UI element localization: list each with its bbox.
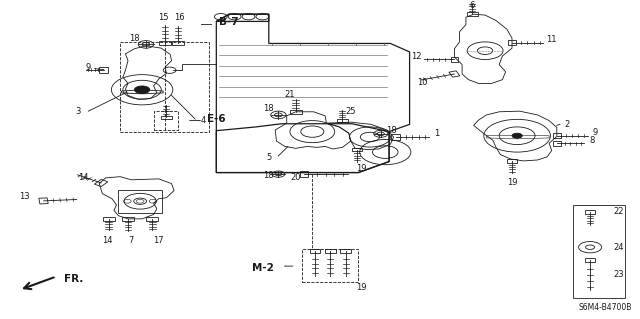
Text: 19: 19 [356,283,367,292]
Text: S6M4-B4700B: S6M4-B4700B [579,302,632,312]
Text: 5: 5 [266,153,271,162]
Text: 9: 9 [86,63,91,71]
Text: 23: 23 [613,271,624,279]
Text: 11: 11 [547,35,557,44]
Text: 21: 21 [284,90,294,99]
Text: 19: 19 [356,164,367,173]
Text: 18: 18 [387,126,397,135]
Text: 25: 25 [346,107,356,116]
Text: 10: 10 [417,78,428,87]
Text: 1: 1 [434,129,439,138]
Bar [118,190,162,212]
Text: 12: 12 [411,52,421,61]
Text: 14: 14 [102,236,113,245]
Text: 18: 18 [264,104,274,113]
Text: E-6: E-6 [207,114,226,124]
Text: M-2: M-2 [252,263,274,273]
Bar [573,205,625,298]
Text: 7: 7 [129,236,134,245]
Text: 18: 18 [264,171,274,180]
Bar [120,42,209,132]
Text: 9: 9 [593,128,598,137]
Text: 2: 2 [564,120,570,129]
Text: 4: 4 [201,116,206,125]
Text: 20: 20 [291,174,301,182]
Text: 24: 24 [613,243,623,252]
Text: FR.: FR. [64,274,83,284]
Text: 19: 19 [507,177,517,187]
Bar [154,111,178,130]
Text: 3: 3 [76,107,81,116]
Text: B-7: B-7 [220,17,239,27]
Text: 16: 16 [174,13,184,22]
Text: 22: 22 [613,207,623,216]
Text: 18: 18 [129,34,140,43]
Text: 6: 6 [470,1,475,11]
Text: 14: 14 [78,174,88,182]
Text: 17: 17 [154,236,164,245]
Text: 15: 15 [158,13,168,22]
Text: 13: 13 [19,192,29,201]
Circle shape [512,133,522,138]
Bar [302,249,358,282]
Text: 8: 8 [589,136,595,145]
Circle shape [134,86,150,93]
